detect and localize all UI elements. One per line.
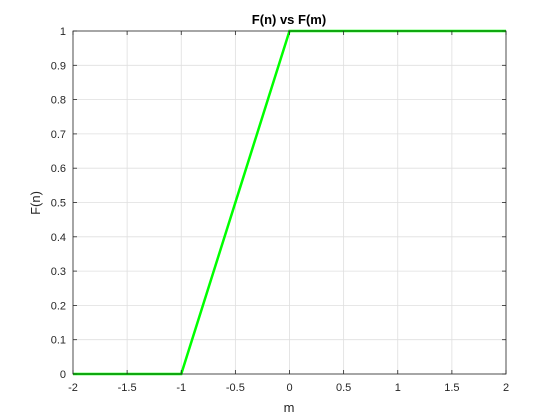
chart-title: F(n) vs F(m) [252,12,326,27]
y-tick-label: 0.8 [51,95,66,107]
y-tick-label: 0.2 [51,300,66,312]
y-tick-label: 1 [60,26,66,38]
x-tick-label: 1.5 [444,382,459,394]
x-tick-label: 1 [395,382,401,394]
x-tick-label: -1.5 [118,382,137,394]
x-tick-label: 2 [503,382,509,394]
y-tick-label: 0.9 [51,60,66,72]
x-axis-label: m [284,400,295,415]
y-tick-label: 0.3 [51,266,66,278]
x-tick-label: -2 [68,382,78,394]
x-tick-label: -1 [176,382,186,394]
x-tick-label: -0.5 [226,382,245,394]
y-tick-label: 0.4 [51,232,66,244]
x-tick-label: 0 [286,382,292,394]
x-tick-label: 0.5 [336,382,351,394]
y-tick-label: 0.7 [51,129,66,141]
y-tick-label: 0.1 [51,335,66,347]
y-tick-label: 0.5 [51,198,66,210]
ticks: -2 -1.5 -1 -0.5 0 0.5 1 1.5 2 0 0.1 0.2 0.3 0.4 0.5 0.6… [51,26,509,394]
y-tick-label: 0.6 [51,163,66,175]
y-tick-label: 0 [60,369,66,381]
grid [72,30,507,375]
y-axis-label: F(n) [28,191,43,215]
